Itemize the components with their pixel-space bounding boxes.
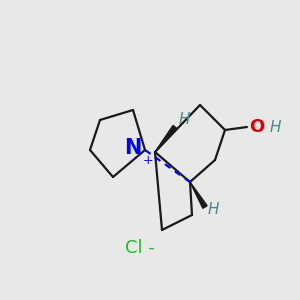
Text: H: H xyxy=(269,119,281,134)
Text: N: N xyxy=(124,138,142,158)
Text: H: H xyxy=(207,202,219,217)
Polygon shape xyxy=(155,125,177,152)
Text: Cl -: Cl - xyxy=(125,239,155,257)
Text: O: O xyxy=(249,118,265,136)
Polygon shape xyxy=(190,182,207,208)
Text: +: + xyxy=(143,154,153,166)
Text: H: H xyxy=(178,112,190,128)
